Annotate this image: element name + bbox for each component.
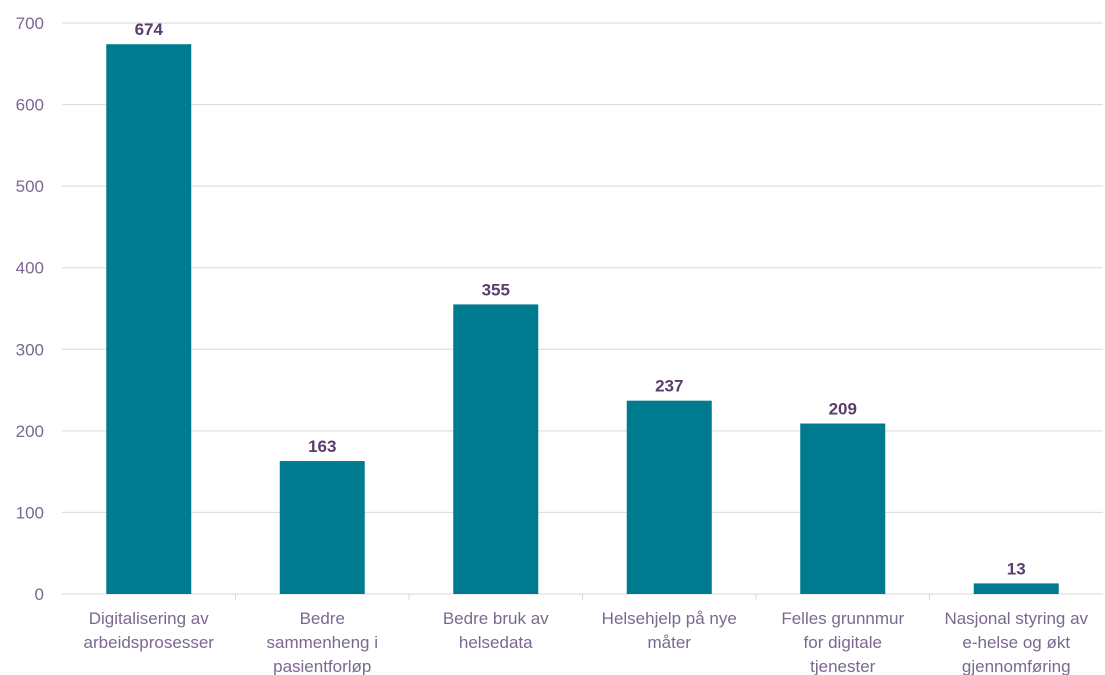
x-tick-label: måter — [648, 633, 692, 652]
x-tick-label: Bedre — [300, 609, 345, 628]
x-tick-label: Digitalisering av — [89, 609, 209, 628]
x-tick-label: Felles grunnmur — [781, 609, 904, 628]
data-labels: 674 163 355 237 209 13 — [135, 20, 1026, 578]
data-label: 674 — [135, 20, 164, 39]
data-label: 355 — [482, 280, 510, 299]
bar — [800, 423, 886, 594]
y-tick-label: 600 — [16, 96, 44, 115]
x-tick-label: e-helse og økt — [962, 633, 1070, 652]
x-tick-label: Helsehjelp på nye — [602, 609, 737, 628]
y-tick-label: 300 — [16, 340, 44, 359]
data-label: 13 — [1007, 559, 1026, 578]
bar — [626, 400, 712, 594]
x-tick-label: Bedre bruk av — [443, 609, 549, 628]
x-axis-category-labels: Digitalisering av arbeidsprosesser Bedre sa… — [84, 609, 1089, 675]
y-tick-label: 700 — [16, 14, 44, 33]
gridlines — [62, 22, 1103, 600]
x-tick-label: for digitale — [804, 633, 882, 652]
x-tick-label: arbeidsprosesser — [84, 633, 215, 652]
bar — [973, 583, 1059, 594]
x-tick-label: Nasjonal styring av — [944, 609, 1088, 628]
x-tick-label: sammenheng i — [266, 633, 378, 652]
x-tick-label: helsedata — [459, 633, 533, 652]
bars — [106, 44, 1059, 595]
bar — [453, 304, 539, 594]
y-axis-tick-labels: 0 100 200 300 400 500 600 700 — [16, 14, 44, 604]
x-tick-label: gjennomføring — [962, 657, 1071, 675]
bar — [106, 44, 192, 595]
x-tick-label: pasientforløp — [273, 657, 371, 675]
y-tick-label: 100 — [16, 503, 44, 522]
bar — [279, 461, 365, 594]
y-tick-label: 400 — [16, 259, 44, 278]
y-tick-label: 500 — [16, 177, 44, 196]
y-tick-label: 0 — [35, 585, 44, 604]
data-label: 209 — [829, 400, 857, 419]
y-tick-label: 200 — [16, 422, 44, 441]
x-tick-label: tjenester — [810, 657, 876, 675]
data-label: 163 — [308, 437, 336, 456]
data-label: 237 — [655, 377, 683, 396]
